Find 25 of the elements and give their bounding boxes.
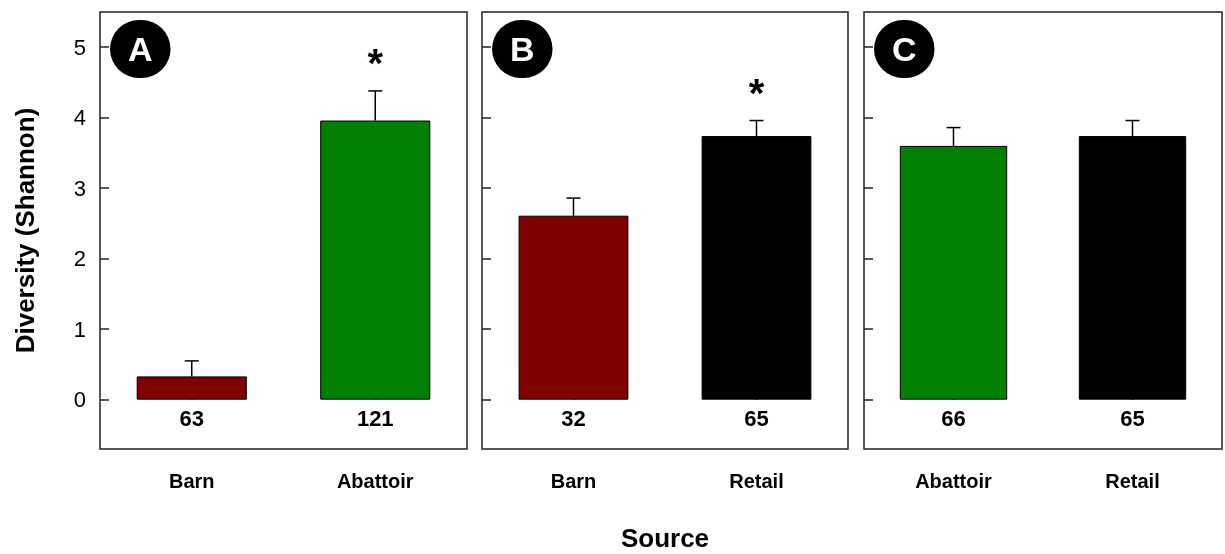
text: A xyxy=(128,30,153,68)
annotation: * xyxy=(748,70,765,115)
text: C xyxy=(892,30,917,68)
x-tick-label: Barn xyxy=(550,470,597,492)
x-tick-label: Retail xyxy=(1105,470,1160,492)
annotation: 121 xyxy=(356,406,394,432)
x-tick-label: Retail xyxy=(729,470,784,492)
y-tick-label: 5 xyxy=(73,34,86,60)
x-tick-label: Abattoir xyxy=(336,470,414,492)
annotation: 65 xyxy=(1120,406,1145,432)
x-axis-title: Source xyxy=(620,523,710,553)
annotation: 65 xyxy=(744,406,769,432)
annotation: * xyxy=(367,40,384,85)
annotation: 63 xyxy=(179,406,204,432)
annotation: 32 xyxy=(561,406,586,432)
y-tick-label: 0 xyxy=(73,387,86,413)
y-tick-label: 1 xyxy=(73,316,86,342)
y-tick-label: 3 xyxy=(73,175,86,201)
annotation: 66 xyxy=(941,406,966,432)
text: B xyxy=(510,30,535,68)
y-axis-title: Diversity (Shannon) xyxy=(10,107,40,354)
x-tick-label: Barn xyxy=(168,470,215,492)
y-tick-label: 2 xyxy=(73,246,86,272)
x-tick-label: Abattoir xyxy=(915,470,993,492)
y-tick-label: 4 xyxy=(73,105,86,131)
